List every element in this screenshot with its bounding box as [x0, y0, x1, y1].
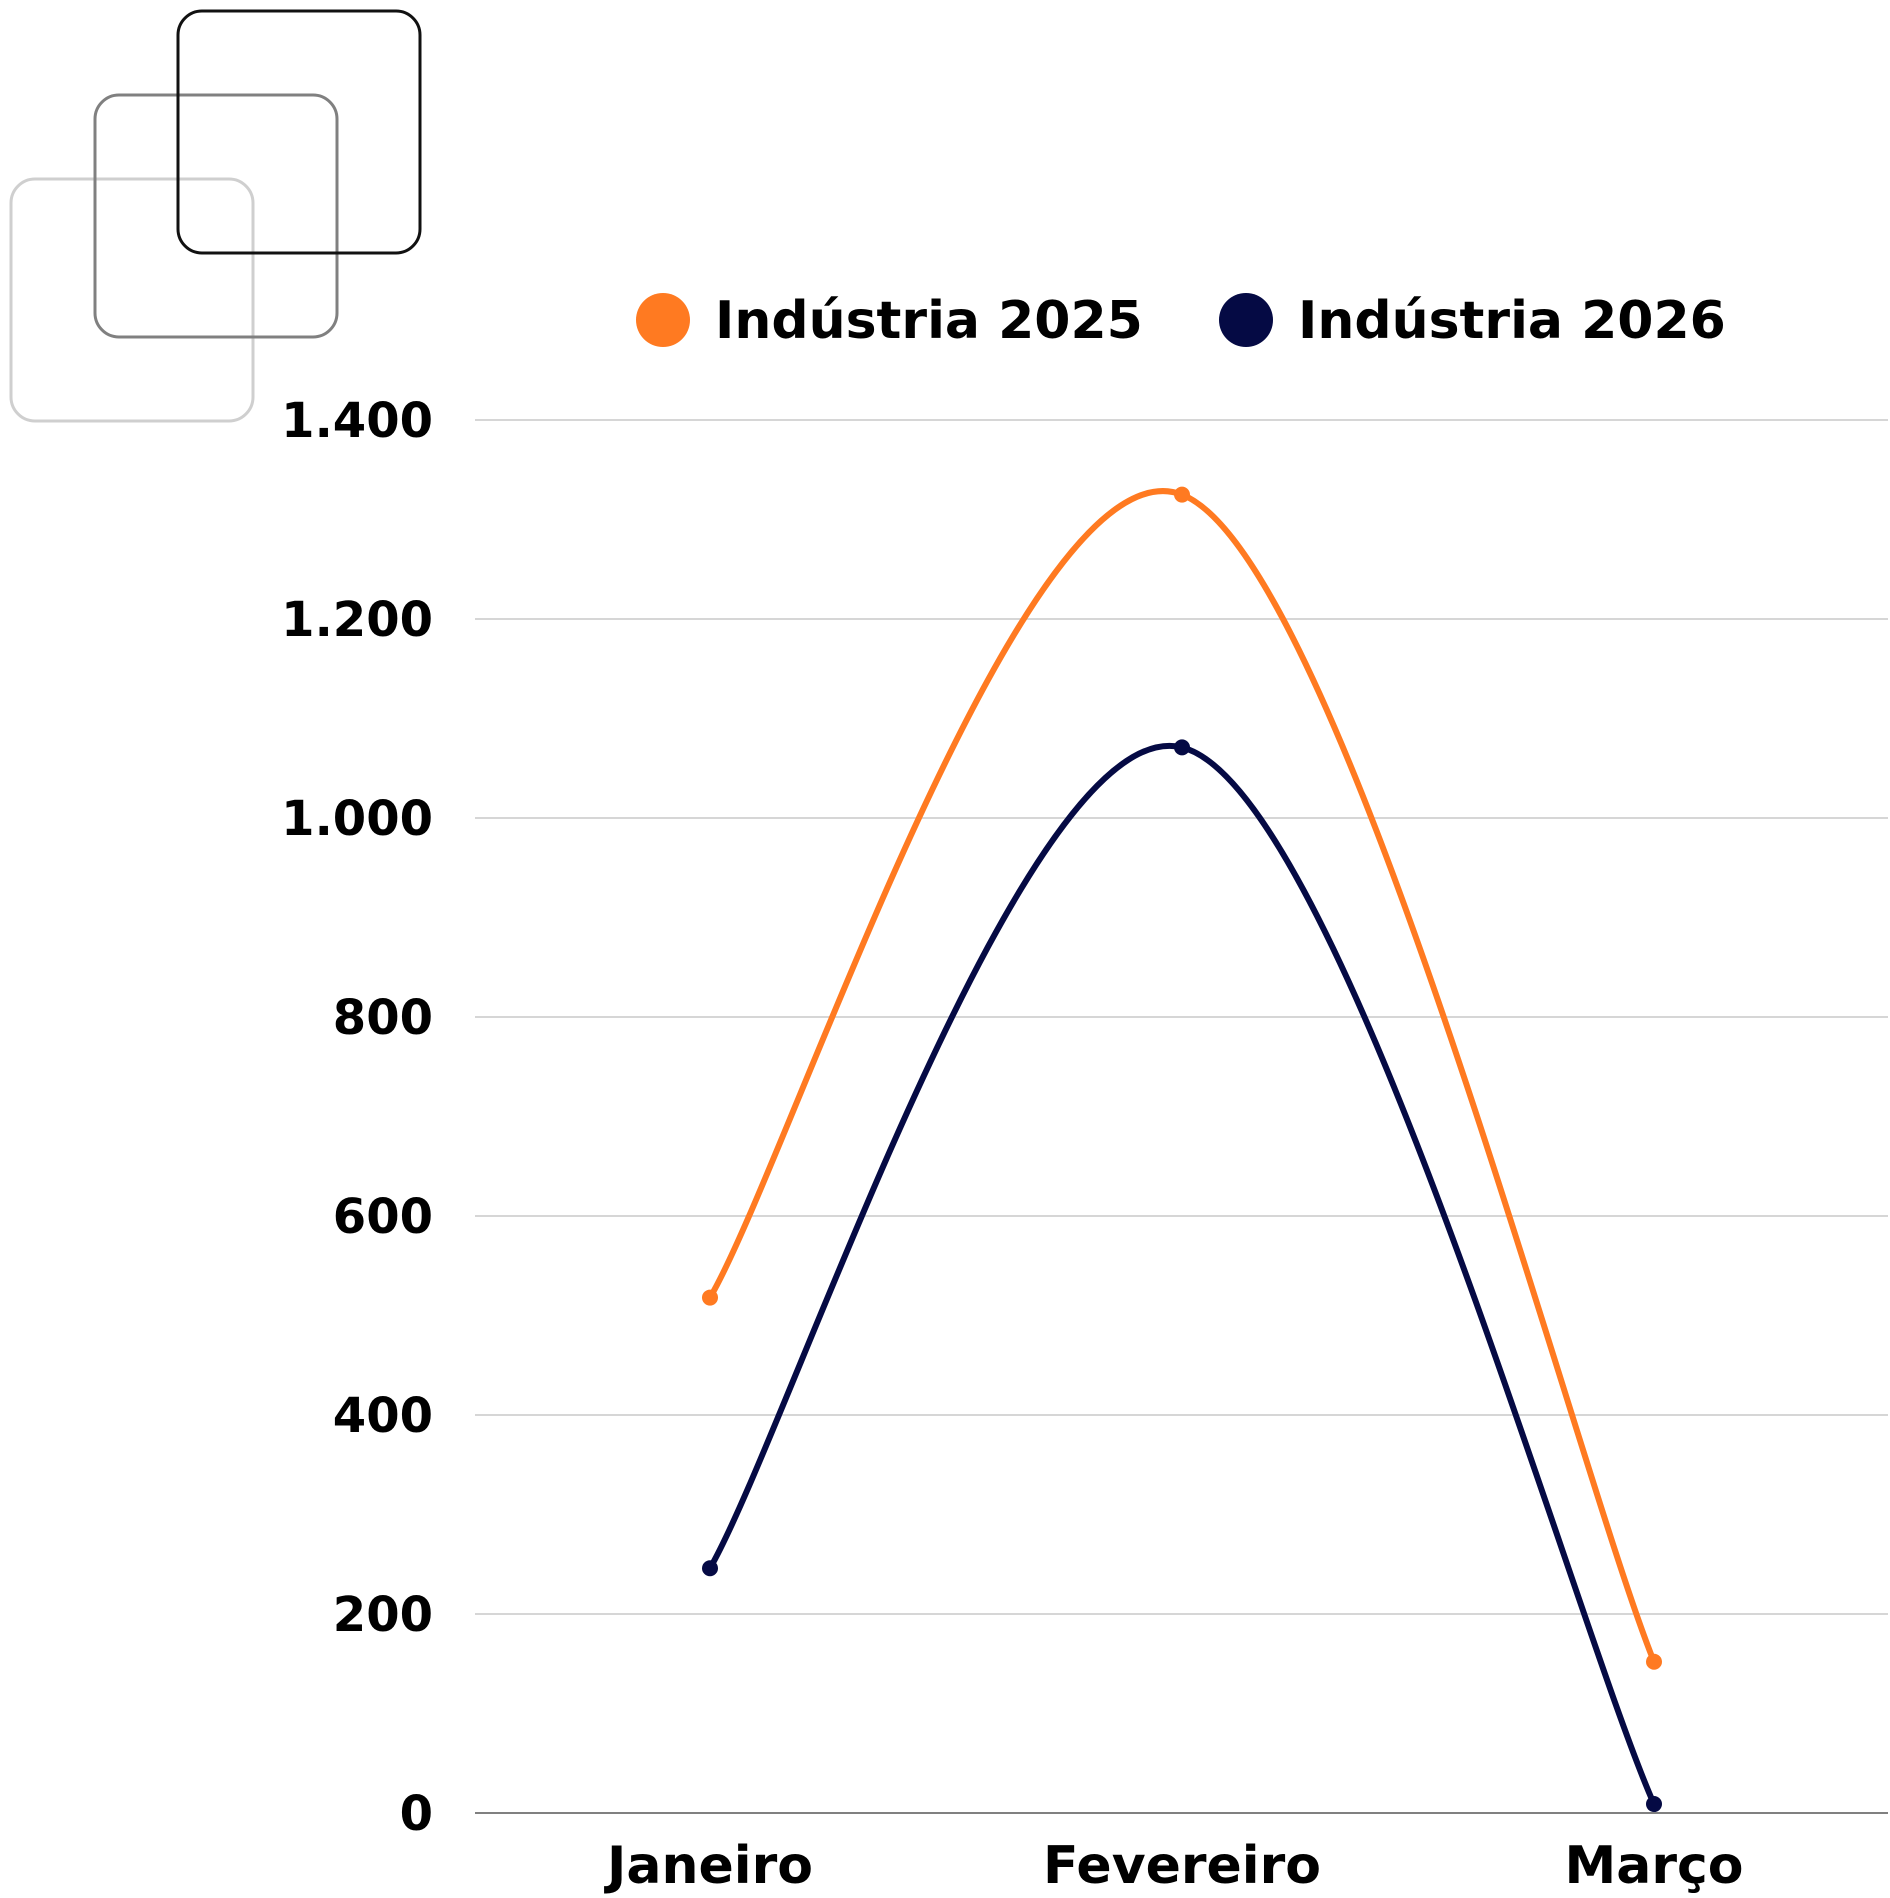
legend-label: Indústria 2026 [1298, 291, 1726, 351]
legend-swatch [1219, 293, 1273, 347]
y-tick-label: 1.400 [281, 393, 433, 449]
legend-swatch [636, 293, 690, 347]
series-group [702, 486, 1662, 1813]
data-point [1646, 1653, 1662, 1670]
x-tick-label: Fevereiro [1043, 1836, 1321, 1896]
legend-item: Indústria 2026 [1219, 291, 1726, 351]
series-line [707, 488, 1657, 1665]
y-tick-label: 1.000 [281, 791, 433, 847]
legend: Indústria 2025 Indústria 2026 [636, 291, 1726, 351]
y-tick-label: 800 [333, 990, 433, 1046]
y-axis: 0 200 400 600 800 1.000 1.200 1.400 [281, 393, 433, 1842]
series-2 [702, 739, 1662, 1813]
legend-label: Indústria 2025 [715, 291, 1143, 351]
decor-square-light [9, 177, 255, 423]
data-point [1646, 1796, 1662, 1813]
data-point [702, 1289, 718, 1306]
series-1 [702, 486, 1662, 1670]
decorative-squares-icon [9, 9, 422, 423]
x-axis: Janeiro Fevereiro Março [604, 1836, 1743, 1896]
y-tick-label: 1.200 [281, 592, 433, 648]
decor-square-mid [93, 93, 339, 339]
y-tick-label: 600 [333, 1189, 433, 1245]
legend-item: Indústria 2025 [636, 291, 1143, 351]
decor-square-dark [176, 9, 422, 255]
series-line [707, 742, 1657, 1808]
gridlines [475, 419, 1888, 1814]
y-tick-label: 200 [333, 1587, 433, 1643]
data-point [1174, 739, 1190, 756]
data-point [702, 1560, 718, 1577]
data-point [1174, 486, 1190, 503]
y-tick-label: 0 [400, 1786, 433, 1842]
y-tick-label: 400 [333, 1388, 433, 1444]
x-tick-label: Março [1564, 1836, 1743, 1896]
x-tick-label: Janeiro [604, 1836, 813, 1896]
